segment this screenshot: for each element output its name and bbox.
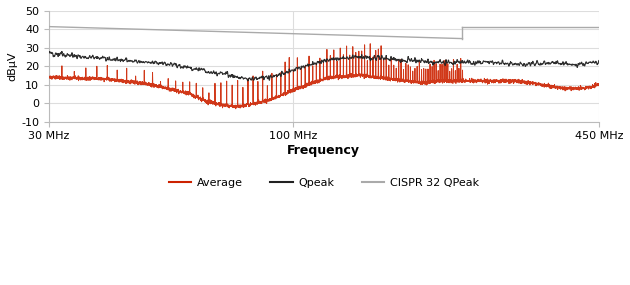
X-axis label: Frequency: Frequency bbox=[287, 144, 360, 157]
Legend: Average, Qpeak, CISPR 32 QPeak: Average, Qpeak, CISPR 32 QPeak bbox=[164, 174, 483, 192]
Y-axis label: dBµV: dBµV bbox=[7, 52, 17, 81]
